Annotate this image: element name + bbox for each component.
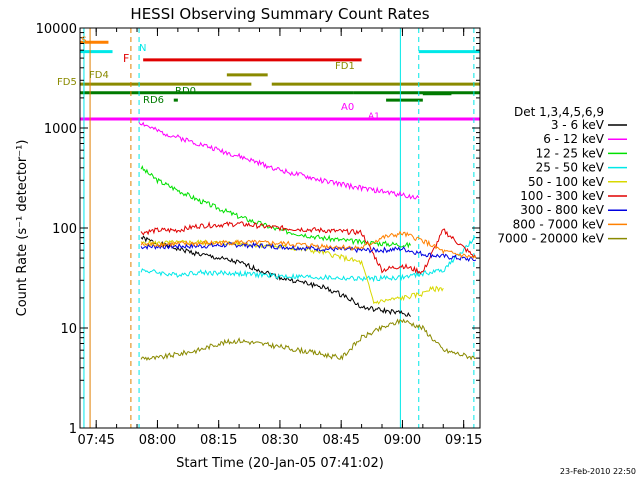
annotation-a0: A0 <box>341 102 354 113</box>
chart-title: HESSI Observing Summary Count Rates <box>130 5 429 23</box>
x-tick-label: 08:15 <box>200 433 237 448</box>
series-line-3 <box>140 236 477 283</box>
x-tick-label: 08:30 <box>261 433 298 448</box>
legend-label: 7000 - 20000 keV <box>497 232 604 246</box>
legend-label: 25 - 50 keV <box>536 161 605 175</box>
y-tick-label: 1 <box>69 422 77 437</box>
legend-label: 100 - 300 keV <box>520 189 604 203</box>
y-axis-label: Count Rate (s⁻¹ detector⁻¹) <box>15 140 30 317</box>
y-tick-label: 10000 <box>36 22 77 37</box>
flag-annotations: S NF FD1 FD4 FD5 RD0 RD6 A0 A1 <box>57 36 380 122</box>
x-axis-label: Start Time (20-Jan-05 07:41:02) <box>176 456 384 471</box>
y-tick-label: 1000 <box>44 122 77 137</box>
legend-label: 12 - 25 keV <box>536 146 605 160</box>
legend-label: 3 - 6 keV <box>551 118 605 132</box>
series-line-6 <box>140 241 477 263</box>
series-lines <box>138 121 477 362</box>
y-tick-label: 10 <box>60 322 77 337</box>
legend-label: 800 - 7000 keV <box>513 217 605 231</box>
x-tick-label: 09:00 <box>384 433 421 448</box>
y-tick-label: 100 <box>52 222 77 237</box>
annotation-a1: A1 <box>368 112 380 122</box>
x-tick-label: 08:45 <box>322 433 359 448</box>
annotation-rd6: RD6 <box>143 95 164 106</box>
series-line-5 <box>140 221 477 275</box>
series-line-4 <box>140 239 444 305</box>
x-tick-label: 07:45 <box>77 433 114 448</box>
legend-header: Det 1,3,4,5,6,9 <box>514 105 604 119</box>
annotation-fd5: FD5 <box>57 77 77 88</box>
footer-timestamp: 23-Feb-2010 22:50 <box>560 467 636 476</box>
x-tick-label: 09:15 <box>445 433 482 448</box>
series-line-8 <box>140 318 477 362</box>
legend-label: 300 - 800 keV <box>520 203 604 217</box>
annotation-rd0: RD0 <box>175 86 196 97</box>
x-tick-label: 08:00 <box>139 433 176 448</box>
axes: 1 10 100 1000 10000 07:45 08:00 08:15 08:30 08:45… <box>36 22 483 448</box>
flag-bars <box>80 40 480 121</box>
series-line-1 <box>138 121 420 200</box>
annotation-f: F <box>123 52 129 65</box>
series-line-2 <box>140 165 412 249</box>
annotation-n: N <box>139 43 146 54</box>
annotation-fd1: FD1 <box>335 61 355 72</box>
plot-frame <box>79 27 481 429</box>
legend-label: 6 - 12 keV <box>543 132 605 146</box>
annotation-fd4: FD4 <box>89 70 109 81</box>
annotation-s: S <box>81 36 87 46</box>
series-line-7 <box>140 230 477 259</box>
legend-label: 50 - 100 keV <box>528 175 605 189</box>
